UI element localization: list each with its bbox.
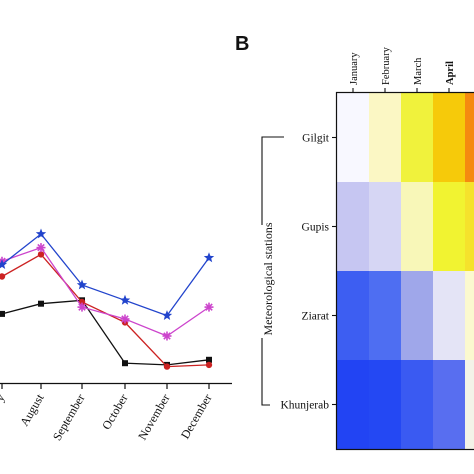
heatmap-cell-khunjerab-march — [401, 360, 434, 450]
heatmap-cell-ziarat-may — [465, 271, 474, 361]
data-point-asterisk-october — [120, 314, 130, 324]
column-label-april: April — [445, 61, 456, 85]
series-circle — [0, 251, 213, 370]
station-group-bracket — [261, 136, 284, 406]
series-star — [0, 228, 215, 320]
heatmap-cell-gilgit-january — [337, 93, 370, 183]
data-point-square-august — [38, 300, 44, 307]
series-line-square — [1, 299, 210, 366]
row-label-gilgit: Gilgit — [302, 133, 330, 145]
heatmap-cell-gupis-may — [465, 182, 474, 272]
data-point-square-december — [206, 356, 212, 363]
heatmap-cell-gilgit-february — [369, 93, 402, 183]
heatmap-cell-khunjerab-may — [465, 360, 474, 450]
x-tick-label-july: y — [0, 392, 8, 404]
heatmap-column-ticks — [352, 88, 450, 93]
series-line-asterisk — [1, 246, 210, 337]
panel-letter-b: B — [235, 33, 249, 55]
row-label-ziarat: Ziarat — [302, 311, 330, 323]
line-series-group — [0, 228, 215, 370]
heatmap-cell-gupis-february — [369, 182, 402, 272]
data-point-square-july — [0, 310, 5, 317]
heatmap-cell-khunjerab-january — [337, 360, 370, 450]
data-point-star-july — [0, 259, 8, 269]
heatmap-row-labels: Gilgit Gupis Ziarat Khunjerab — [280, 133, 329, 412]
column-label-march: March — [413, 57, 424, 85]
x-tick-label-december: December — [178, 392, 215, 442]
x-axis-ticks — [1, 383, 210, 389]
x-tick-label-september: September — [50, 392, 88, 443]
heatmap-cell-gupis-january — [337, 182, 370, 272]
data-point-circle-july — [0, 273, 6, 280]
heatmap-cell-khunjerab-april — [433, 360, 466, 450]
heatmap-cell-ziarat-january — [337, 271, 370, 361]
heatmap-cells — [337, 93, 474, 450]
heatmap-frame — [335, 91, 474, 451]
heatmap-cell-gupis-april — [433, 182, 466, 272]
data-point-star-november — [161, 310, 173, 320]
heatmap-cell-gilgit-march — [401, 93, 434, 183]
heatmap-row-ticks — [332, 136, 337, 406]
data-point-circle-december — [205, 361, 213, 369]
data-point-circle-august — [37, 251, 45, 258]
x-axis-tick-labels: y August September October November December — [0, 391, 215, 443]
data-point-star-september — [76, 279, 88, 290]
heatmap-cell-gupis-march — [401, 182, 434, 272]
heatmap-column-labels: JanuaryFebruaryMarchAprilM — [349, 46, 456, 85]
line-chart-panel-a: y August September October November December — [0, 228, 232, 443]
row-label-khunjerab: Khunjerab — [280, 400, 329, 412]
row-group-label: Meteorological stations — [261, 222, 275, 335]
data-point-asterisk-december — [204, 302, 214, 312]
column-label-february: February — [381, 46, 392, 85]
x-tick-label-august: August — [17, 391, 47, 429]
heatmap-cell-ziarat-april — [433, 271, 466, 361]
heatmap-cell-khunjerab-february — [369, 360, 402, 450]
heatmap-cell-ziarat-february — [369, 271, 402, 361]
column-label-january: January — [349, 52, 360, 85]
data-point-asterisk-september — [77, 302, 87, 312]
heatmap-cell-gilgit-april — [433, 93, 466, 183]
data-point-circle-november — [163, 363, 171, 370]
data-point-star-october — [119, 294, 131, 305]
heatmap-panel-b: B JanuaryFebruaryMarchAprilM GilgitGupis… — [235, 33, 474, 451]
series-square — [0, 297, 212, 368]
bracket-bottom — [261, 338, 270, 406]
data-point-asterisk-august — [36, 243, 46, 253]
data-point-star-august — [35, 228, 47, 239]
series-asterisk — [0, 243, 214, 341]
x-tick-label-october: October — [99, 392, 130, 432]
data-point-star-december — [203, 252, 215, 263]
series-line-star — [1, 233, 210, 317]
data-point-square-october — [122, 360, 128, 367]
data-point-asterisk-november — [162, 331, 172, 341]
x-tick-label-november: November — [135, 392, 172, 443]
heatmap-cell-gilgit-may — [465, 93, 474, 183]
bracket-top — [261, 136, 284, 225]
series-line-circle — [1, 253, 210, 368]
heatmap-cell-ziarat-march — [401, 271, 434, 361]
data-point-circle-september — [78, 298, 86, 306]
row-label-gupis: Gupis — [302, 222, 330, 234]
